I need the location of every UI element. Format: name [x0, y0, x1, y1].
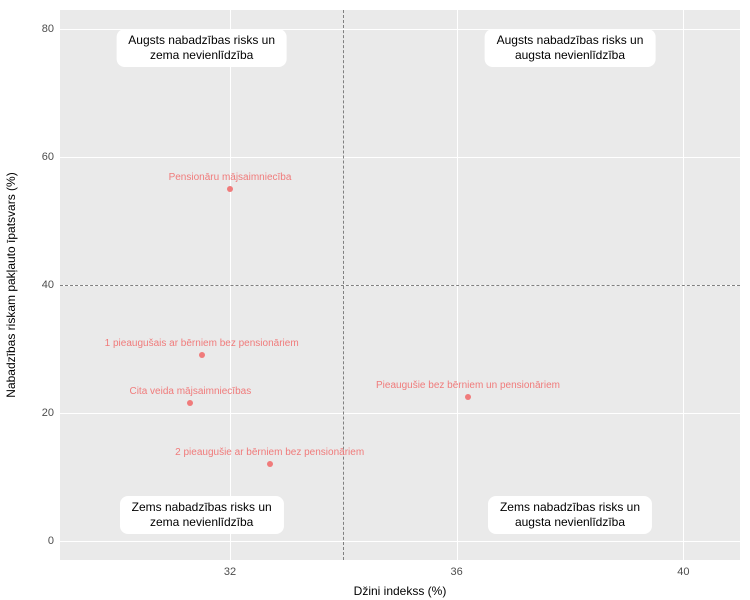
y-tick-label: 0 — [32, 535, 54, 547]
data-point-label: 1 pieaugušais ar bērniem bez pensionārie… — [105, 338, 299, 349]
quadrant-label-line: augsta nevienlīdzība — [515, 48, 625, 62]
y-tick-label: 60 — [32, 151, 54, 163]
y-tick-label: 40 — [32, 279, 54, 291]
data-point-label: Cita veida mājsaimniecības — [129, 386, 251, 397]
plot-panel — [60, 10, 740, 560]
reference-line-horizontal — [60, 285, 740, 286]
quadrant-label-line: zema nevienlīdzība — [150, 48, 253, 62]
x-axis-title: Džini indekss (%) — [354, 584, 447, 598]
data-point-label: Pieaugušie bez bērniem un pensionāriem — [376, 380, 560, 391]
data-point — [227, 186, 233, 192]
data-point — [465, 394, 471, 400]
gridline-h — [60, 541, 740, 542]
data-point — [267, 461, 273, 467]
data-point — [199, 352, 205, 358]
data-point — [187, 400, 193, 406]
gridline-h — [60, 413, 740, 414]
y-tick-label: 20 — [32, 407, 54, 419]
y-axis-title: Nabadzības riskam pakļauto īpatsvars (%) — [4, 172, 18, 397]
quadrant-label: Zems nabadzības risks unaugsta nevienlīd… — [488, 496, 652, 534]
quadrant-label-line: Augsts nabadzības risks un — [497, 33, 644, 47]
gridline-h — [60, 157, 740, 158]
quadrant-label-line: Augsts nabadzības risks un — [128, 33, 275, 47]
quadrant-label: Zems nabadzības risks unzema nevienlīdzī… — [120, 496, 284, 534]
quadrant-label-line: zema nevienlīdzība — [150, 515, 253, 529]
x-tick-label: 32 — [224, 566, 236, 578]
y-tick-label: 80 — [32, 23, 54, 35]
quadrant-label-line: Zems nabadzības risks un — [132, 500, 272, 514]
quadrant-label-line: augsta nevienlīdzība — [515, 515, 625, 529]
x-tick-label: 40 — [677, 566, 689, 578]
quadrant-label: Augsts nabadzības risks unzema nevienlīd… — [116, 29, 287, 67]
scatter-chart: Džini indekss (%) Nabadzības riskam pakļ… — [0, 0, 750, 600]
data-point-label: Pensionāru mājsaimniecība — [169, 172, 292, 183]
quadrant-label: Augsts nabadzības risks unaugsta nevienl… — [485, 29, 656, 67]
x-tick-label: 36 — [451, 566, 463, 578]
data-point-label: 2 pieaugušie ar bērniem bez pensionāriem — [175, 447, 364, 458]
quadrant-label-line: Zems nabadzības risks un — [500, 500, 640, 514]
